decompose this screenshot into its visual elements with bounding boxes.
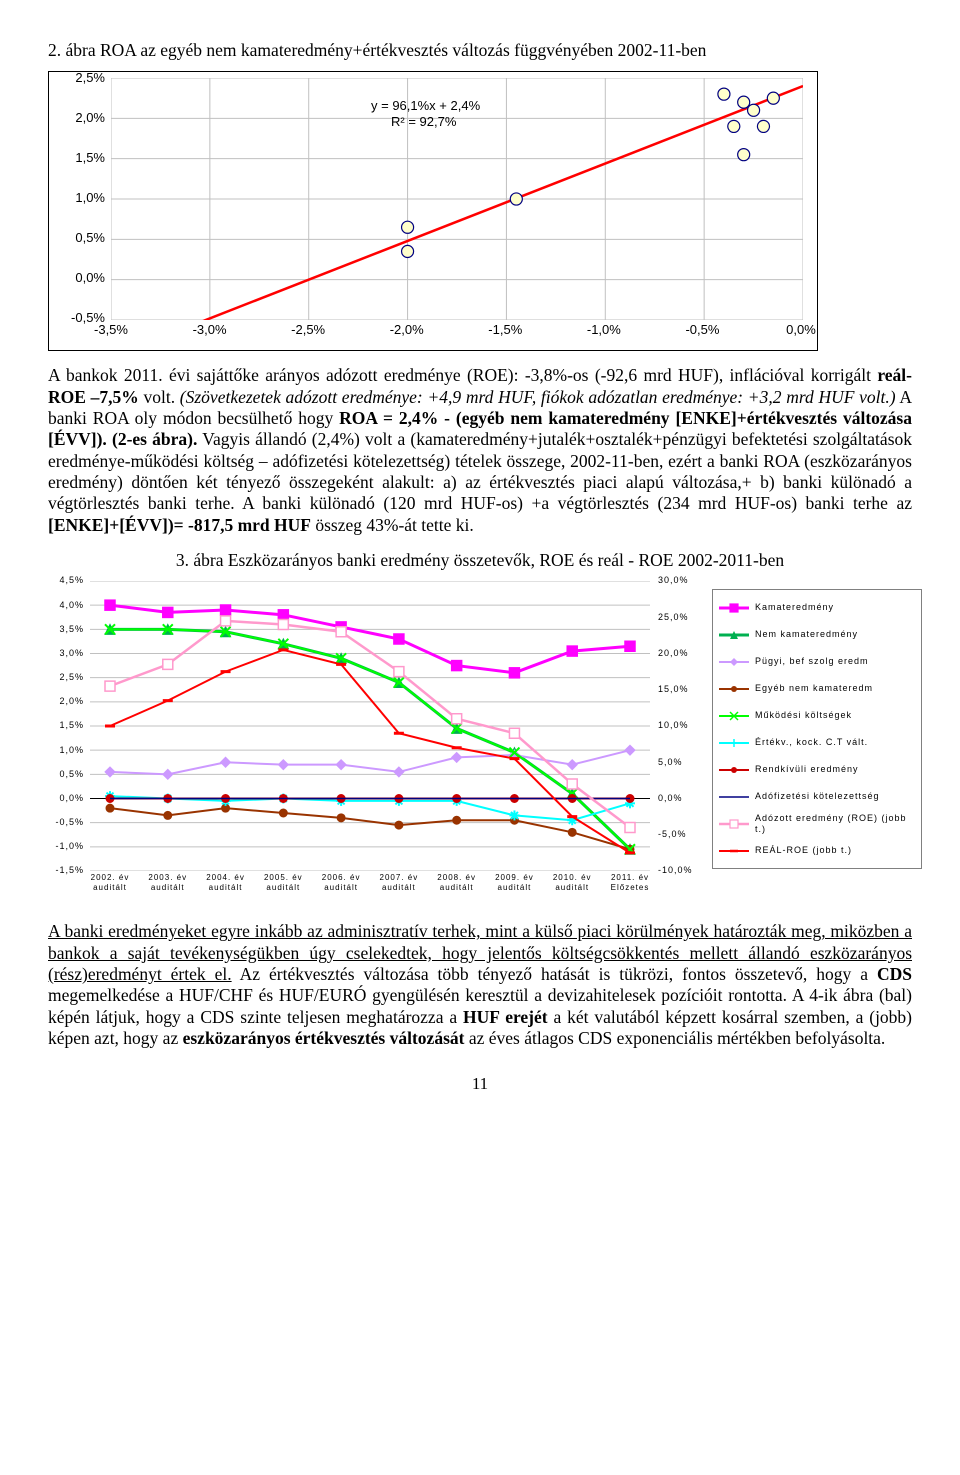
p1-t2: volt. [139, 387, 180, 407]
fig3-right-ytick: 15,0% [658, 684, 689, 695]
p2-t1: Az értékvesztés változása több tényező h… [232, 964, 877, 984]
p2-b3: eszközarányos értékvesztés változását [183, 1028, 465, 1048]
legend-item: Egyéb nem kamateredm [719, 675, 915, 702]
legend-label: REÁL-ROE (jobb t.) [755, 845, 852, 856]
legend-label: Adófizetési kötelezettség [755, 791, 880, 802]
legend-label: Rendkívüli eredmény [755, 764, 859, 775]
legend-label: Értékv., kock. C.T vált. [755, 737, 868, 748]
fig3-xtick: 2005. évauditált [255, 873, 311, 892]
p2-b2: HUF erejét [463, 1007, 548, 1027]
legend-item: Adózott eredmény (ROE) (jobb t.) [719, 810, 915, 837]
p1-t5: összeg 43%-át tette ki. [311, 515, 474, 535]
fig2-ytick: 0,5% [55, 230, 105, 246]
fig3-xtick: 2010. évauditált [544, 873, 600, 892]
fig3-xtick: 2009. évauditált [486, 873, 542, 892]
fig2-title: 2. ábra ROA az egyéb nem kamateredmény+é… [48, 40, 912, 61]
fig3-right-ytick: 10,0% [658, 720, 689, 731]
fig2-eq2: R² = 92,7% [391, 114, 456, 130]
fig3-right-ytick: 30,0% [658, 575, 689, 586]
fig3-right-ytick: 5,0% [658, 757, 683, 768]
fig3-right-ytick: -10,0% [658, 865, 693, 876]
fig3-left-ytick: 1,5% [48, 720, 84, 731]
fig3-left-ytick: 2,0% [48, 696, 84, 707]
legend-item: Pügyi, bef szolg eredm [719, 648, 915, 675]
legend-label: Pügyi, bef szolg eredm [755, 656, 869, 667]
fig3-xtick: 2007. évauditált [371, 873, 427, 892]
fig3-xtick: 2011. évElőzetes [602, 873, 658, 892]
fig3-xtick: 2006. évauditált [313, 873, 369, 892]
fig3-left-ytick: 3,5% [48, 624, 84, 635]
fig2-chart: -0,5% 0,0% 0,5% 1,0% 1,5% 2,0% 2,5% y = 96,1%x… [48, 71, 912, 351]
legend-label: Adózott eredmény (ROE) (jobb t.) [755, 813, 915, 835]
fig3-right-ytick: 0,0% [658, 793, 683, 804]
fig2-xtick: -2,0% [383, 322, 431, 338]
fig2-xtick: -1,0% [580, 322, 628, 338]
fig2-ytick: 2,5% [55, 70, 105, 86]
legend-item: Adófizetési kötelezettség [719, 783, 915, 810]
fig2-xtick: -3,0% [186, 322, 234, 338]
fig3-left-ytick: 3,0% [48, 648, 84, 659]
fig3-right-ytick: 25,0% [658, 612, 689, 623]
fig3-left-ytick: 4,0% [48, 600, 84, 611]
fig2-xtick: 0,0% [777, 322, 825, 338]
fig3-left-ytick: -1,5% [48, 865, 84, 876]
p1-i1: (Szövetkezetek adózott eredménye: +4,9 m… [180, 387, 896, 407]
fig3-left-ytick: 0,0% [48, 793, 84, 804]
page-number: 11 [48, 1074, 912, 1095]
p2-t4: az éves átlagos CDS exponenciális mérték… [464, 1028, 885, 1048]
legend-item: Rendkívüli eredmény [719, 756, 915, 783]
legend-item: REÁL-ROE (jobb t.) [719, 837, 915, 864]
fig3-left-ytick: -1,0% [48, 841, 84, 852]
fig2-xtick: -2,5% [284, 322, 332, 338]
p1-b3: [ENKE]+[ÉVV])= -817,5 mrd HUF [48, 515, 311, 535]
p1-t1: A bankok 2011. évi sajáttőke arányos adó… [48, 365, 877, 385]
fig2-eq1: y = 96,1%x + 2,4% [371, 98, 480, 114]
fig2-xtick: -0,5% [678, 322, 726, 338]
legend-item: Értékv., kock. C.T vált. [719, 729, 915, 756]
fig3-xtick: 2002. évauditált [82, 873, 138, 892]
fig2-xtick: -3,5% [87, 322, 135, 338]
legend-item: Kamateredmény [719, 594, 915, 621]
fig3-right-ytick: -5,0% [658, 829, 687, 840]
fig3-legend: Kamateredmény Nem kamateredmény Pügyi, bef… [712, 589, 922, 869]
legend-item: Működési költségek [719, 702, 915, 729]
fig3-right-ytick: 20,0% [658, 648, 689, 659]
fig2-xtick: -1,5% [481, 322, 529, 338]
fig3-left-ytick: 1,0% [48, 745, 84, 756]
fig2-ytick: 1,5% [55, 150, 105, 166]
fig3-left-ytick: 0,5% [48, 769, 84, 780]
legend-label: Nem kamateredmény [755, 629, 858, 640]
legend-item: Nem kamateredmény [719, 621, 915, 648]
fig3-left-ytick: 4,5% [48, 575, 84, 586]
legend-label: Működési költségek [755, 710, 852, 721]
fig3-chart: -1,5% -1,0% -0,5% 0,0% 0,5% 1,0% 1,5% 2,0% 2,5% 3… [48, 581, 912, 911]
fig3-left-ytick: 2,5% [48, 672, 84, 683]
paragraph-1: A bankok 2011. évi sajáttőke arányos adó… [48, 365, 912, 536]
legend-label: Egyéb nem kamateredm [755, 683, 873, 694]
fig3-xtick: 2004. évauditált [198, 873, 254, 892]
fig2-ytick: 2,0% [55, 110, 105, 126]
fig3-title: 3. ábra Eszközarányos banki eredmény öss… [48, 550, 912, 571]
fig3-xtick: 2008. évauditált [429, 873, 485, 892]
fig2-ytick: 1,0% [55, 190, 105, 206]
paragraph-2: A banki eredményeket egyre inkább az adm… [48, 921, 912, 1049]
fig3-xtick: 2003. évauditált [140, 873, 196, 892]
fig2-ytick: 0,0% [55, 270, 105, 286]
legend-label: Kamateredmény [755, 602, 834, 613]
p2-b1: CDS [877, 964, 912, 984]
fig3-left-ytick: -0,5% [48, 817, 84, 828]
